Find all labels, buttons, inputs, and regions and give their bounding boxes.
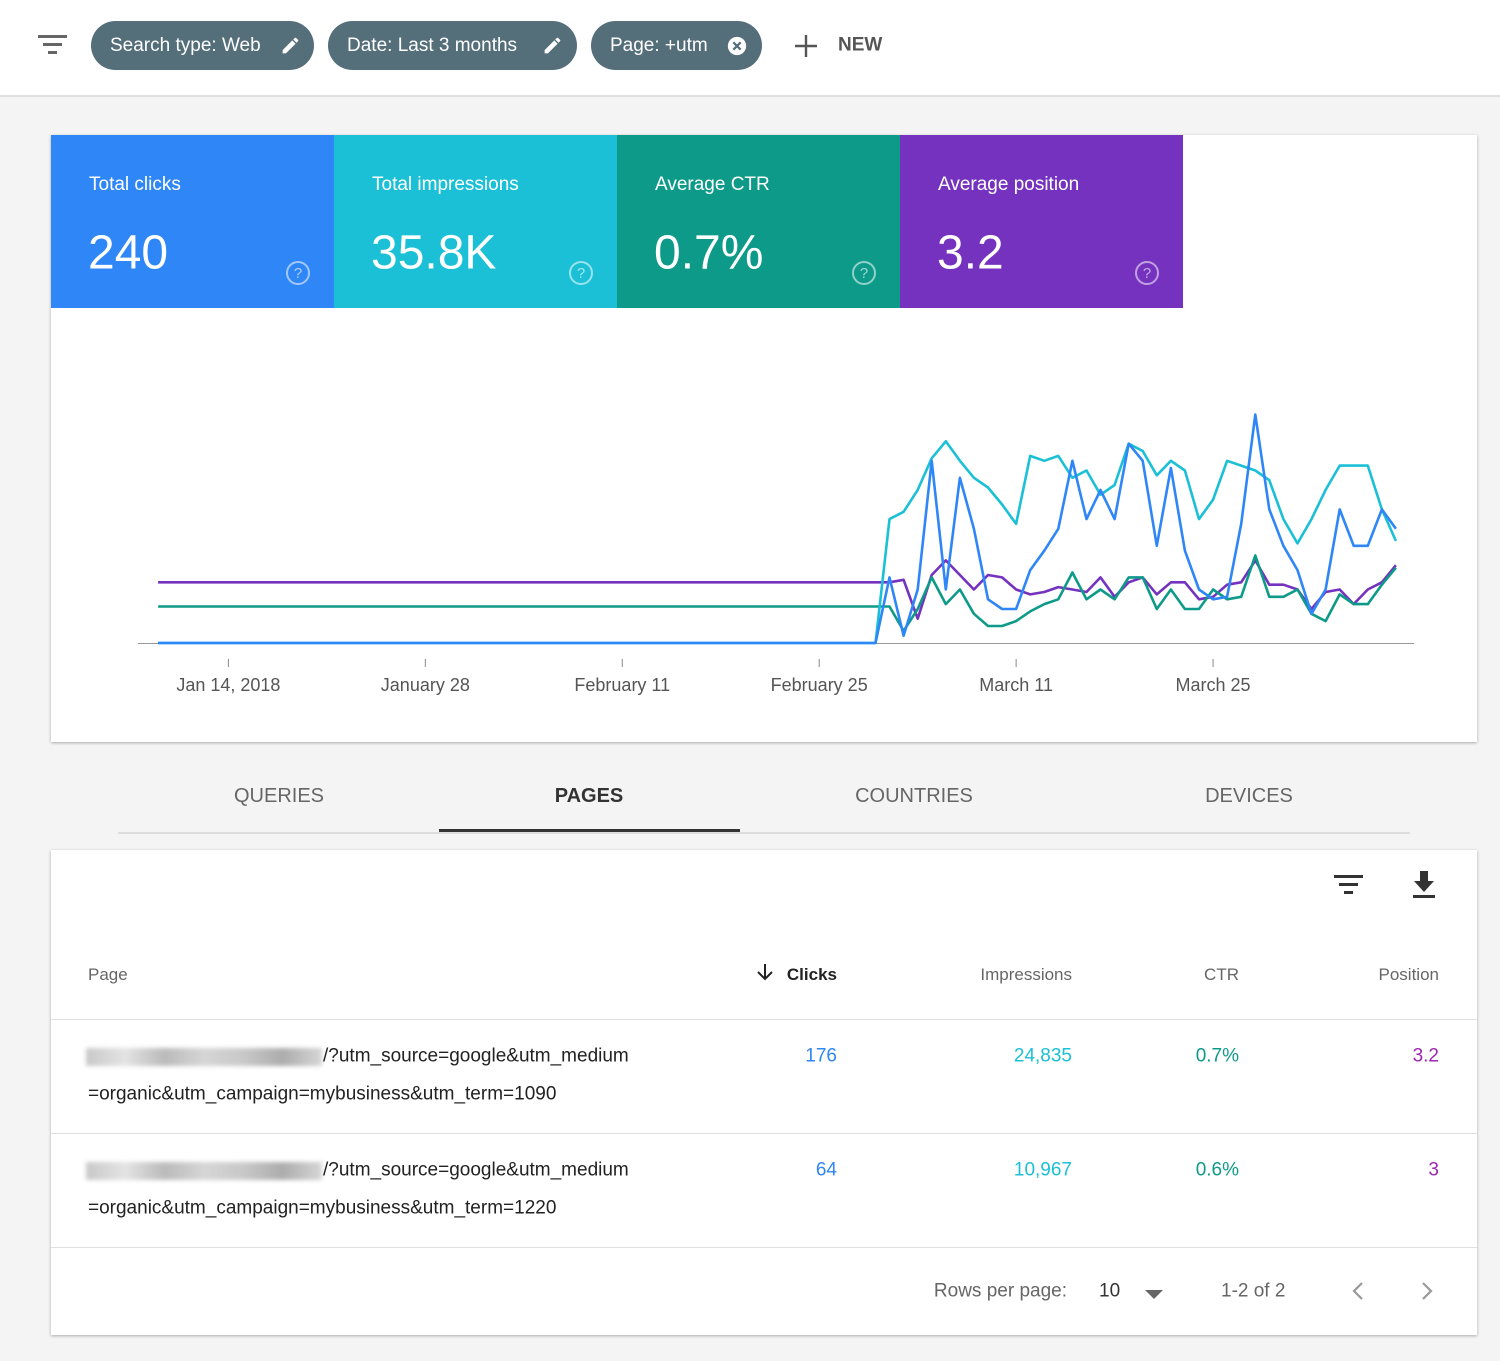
help-icon[interactable]: ?: [1134, 260, 1160, 286]
page-url[interactable]: =organic&utm_campaign=mybusiness&utm_ter…: [88, 1083, 557, 1105]
filter-chip[interactable]: Page: +utm: [591, 21, 762, 70]
chip-label: Search type: Web: [110, 34, 261, 56]
svg-text:?: ?: [860, 265, 868, 282]
table-filter-icon[interactable]: [1334, 875, 1364, 895]
x-tick-label: January 28: [381, 675, 470, 695]
column-header[interactable]: Page: [88, 964, 128, 984]
metric-value: 3.2: [937, 226, 1004, 280]
download-icon[interactable]: [1412, 871, 1436, 899]
dropdown-arrow[interactable]: [1145, 1290, 1163, 1300]
tab[interactable]: PAGES: [554, 785, 624, 807]
metric-value: 240: [88, 226, 169, 280]
help-icon[interactable]: ?: [568, 260, 594, 286]
cell-value: 3.2: [1412, 1045, 1439, 1067]
rows-per-page-value[interactable]: 10: [1099, 1280, 1121, 1302]
cell-value: 0.6%: [1195, 1159, 1239, 1181]
tab-rule: [118, 832, 1410, 834]
metric-tile[interactable]: Average CTR 0.7%?: [617, 135, 900, 308]
rows-per-page-label: Rows per page:: [933, 1280, 1067, 1302]
redacted-url: [86, 1048, 322, 1066]
x-tick-label: February 25: [771, 675, 868, 695]
cell-value: 10,967: [1013, 1159, 1072, 1181]
filter-chip[interactable]: Date: Last 3 months: [328, 21, 577, 70]
metric-tile[interactable]: Average position 3.2?: [900, 135, 1183, 308]
prev-page[interactable]: [1351, 1281, 1365, 1301]
plus-icon[interactable]: [795, 35, 817, 57]
series-line: [158, 554, 1397, 633]
performance-card: Total clicks 240? Total impressions 35.8K? A…: [51, 135, 1477, 742]
column-header[interactable]: Position: [1378, 964, 1439, 984]
cell-value: 64: [815, 1159, 837, 1181]
filter-chip[interactable]: Search type: Web: [91, 21, 314, 70]
cell-value: 3: [1428, 1159, 1439, 1181]
help-icon[interactable]: ?: [851, 260, 877, 286]
help-icon[interactable]: ?: [285, 260, 311, 286]
x-tick-label: March 11: [979, 675, 1053, 695]
svg-text:?: ?: [294, 265, 302, 282]
cell-value: 0.7%: [1195, 1045, 1239, 1067]
column-header[interactable]: Clicks: [786, 964, 837, 984]
svg-text:?: ?: [577, 265, 585, 282]
sort-arrow: [757, 964, 773, 981]
column-header[interactable]: CTR: [1204, 964, 1239, 984]
x-tick-label: March 25: [1176, 675, 1251, 695]
row-rule: [51, 1019, 1477, 1020]
page-range: 1-2 of 2: [1221, 1280, 1286, 1302]
metric-tile[interactable]: Total impressions 35.8K?: [334, 135, 617, 308]
x-tick-label: Jan 14, 2018: [176, 675, 280, 695]
series-line: [158, 413, 1397, 645]
series-line: [158, 440, 1398, 645]
column-header[interactable]: Impressions: [980, 964, 1072, 984]
filter-bar: Search type: Web Date: Last 3 months Pag…: [0, 0, 1500, 97]
chart: Jan 14, 2018 January 28 February 11 Februar…: [138, 413, 1414, 695]
next-page[interactable]: [1420, 1281, 1434, 1301]
chip-label: Page: +utm: [610, 34, 708, 56]
table-card: Page Clicks Impressions CTR Position /?u…: [51, 850, 1477, 1335]
series-line: [158, 559, 1397, 620]
tab[interactable]: QUERIES: [233, 785, 325, 807]
metric-label: Average position: [938, 174, 1080, 195]
row-rule: [51, 1133, 1477, 1134]
filter-icon[interactable]: [38, 34, 68, 56]
row-rule: [51, 1247, 1477, 1248]
metric-label: Total impressions: [372, 174, 519, 195]
metric-value: 35.8K: [371, 226, 497, 280]
new-button[interactable]: NEW: [838, 34, 883, 56]
metric-label: Total clicks: [89, 174, 181, 195]
tab-indicator: [439, 829, 740, 832]
tab[interactable]: COUNTRIES: [855, 785, 973, 807]
x-tick-label: February 11: [574, 675, 670, 695]
page-url[interactable]: =organic&utm_campaign=mybusiness&utm_ter…: [88, 1197, 557, 1219]
page-url[interactable]: /?utm_source=google&utm_medium: [323, 1159, 629, 1181]
svg-text:?: ?: [1143, 265, 1151, 282]
metric-value: 0.7%: [654, 226, 764, 280]
page-url[interactable]: /?utm_source=google&utm_medium: [323, 1045, 629, 1067]
cell-value: 176: [805, 1045, 837, 1067]
tab[interactable]: DEVICES: [1205, 785, 1293, 807]
metric-tile[interactable]: Total clicks 240?: [51, 135, 334, 308]
redacted-url: [86, 1162, 322, 1180]
cell-value: 24,835: [1013, 1045, 1072, 1067]
metric-label: Average CTR: [655, 174, 770, 195]
chip-label: Date: Last 3 months: [347, 34, 518, 56]
